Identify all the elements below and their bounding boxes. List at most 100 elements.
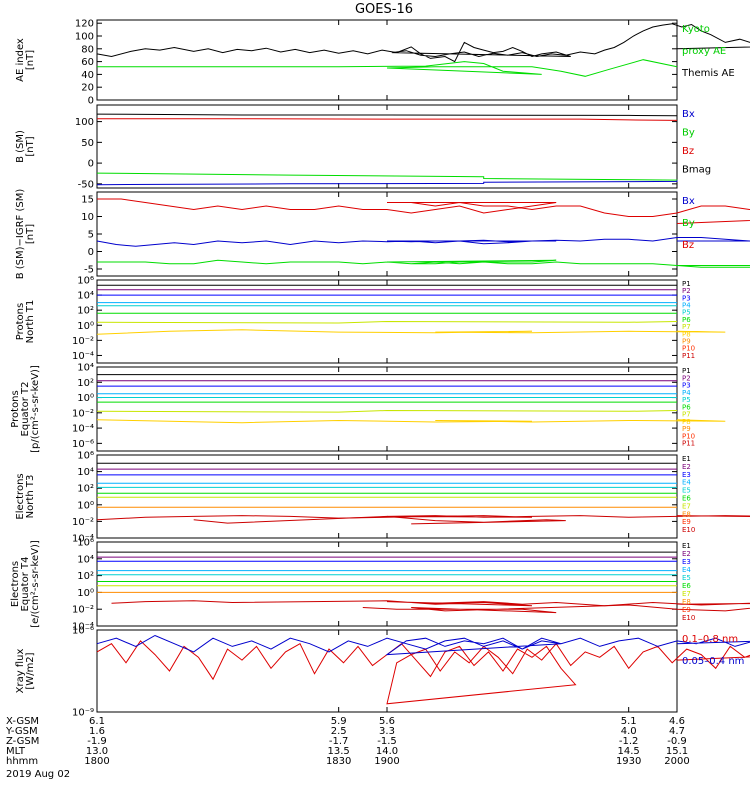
y-tick-label: 10⁻⁹: [72, 708, 94, 719]
y-tick-label: 10²: [77, 378, 94, 389]
x-axis-value: -1.5: [377, 736, 397, 747]
x-axis-value: 1.6: [89, 726, 105, 737]
y-tick-label: 10⁶: [77, 451, 94, 462]
x-axis-value: 1830: [326, 756, 351, 767]
legend-entry: P10: [682, 345, 695, 353]
series-by: [97, 259, 750, 268]
y-axis-label: Electrons: [15, 473, 26, 519]
legend-entry: P3: [682, 294, 691, 302]
legend-entry: E7: [682, 502, 691, 510]
y-axis-label: North T3: [25, 475, 36, 519]
legend-entry: Bx: [682, 196, 695, 207]
y-tick-label: 10: [81, 212, 94, 223]
y-tick-label: 10⁰: [77, 588, 94, 599]
legend-entry: Bmag: [682, 164, 711, 175]
legend-entry: P1: [682, 367, 691, 375]
x-axis-value: 1900: [374, 756, 399, 767]
x-axis-table: X-GSM 6.1 5.9 5.6 5.1 4.6 Y-GSM 1.6 2.5 3.3 4.0 4.7…: [5, 716, 690, 780]
y-tick-label: 10⁻²: [72, 605, 94, 616]
y-tick-label: 10²: [77, 571, 94, 582]
x-axis-value: 1930: [616, 756, 641, 767]
legend-entry: E5: [682, 574, 691, 582]
legend-entry: P6: [682, 316, 691, 324]
legend-entry: proxy AE: [682, 46, 726, 57]
x-axis-value: 4.6: [669, 716, 685, 727]
series-themis-ae: [96, 23, 750, 63]
legend-entry: E3: [682, 471, 691, 479]
y-tick-label: 10⁴: [77, 291, 94, 302]
x-axis-row-label: hhmm: [6, 756, 38, 767]
panel-frame: [96, 366, 678, 452]
series-0-05-0-4-nm: [96, 634, 750, 656]
legend-entry: E6: [682, 582, 691, 590]
legend-entry: P5: [682, 309, 691, 317]
legend-entry: 0.1–0.8 nm: [682, 634, 738, 645]
legend-entry: P9: [682, 337, 691, 345]
legend-entry: E2: [682, 463, 691, 471]
x-axis-value: -0.9: [667, 736, 687, 747]
x-axis-value: -1.7: [329, 736, 349, 747]
y-tick-label: 80: [81, 44, 94, 55]
y-tick-label: 10⁻⁴: [72, 351, 94, 362]
y-tick-label: 10⁰: [77, 500, 94, 511]
legend-entry: P10: [682, 432, 695, 440]
x-axis-value: 3.3: [379, 726, 395, 737]
legend-entry: E9: [682, 606, 691, 614]
x-axis-row-label: Y-GSM: [5, 726, 38, 737]
y-tick-label: 40: [81, 70, 94, 81]
x-axis-value: 1800: [84, 756, 109, 767]
y-axis-label: [p/(cm²-s-sr-keV)]: [30, 365, 41, 453]
y-tick-label: 0: [88, 247, 94, 258]
series-bx: [96, 237, 750, 247]
legend-entry: P3: [682, 382, 691, 390]
y-tick-label: -5: [84, 265, 94, 276]
x-axis-value: -1.9: [87, 736, 107, 747]
y-tick-label: 20: [81, 83, 94, 94]
x-axis-value: 14.0: [376, 746, 398, 757]
legend-entry: P2: [682, 287, 691, 295]
x-axis-value: 14.5: [618, 746, 640, 757]
series-p7: [96, 409, 678, 413]
series-0-1-0-8-nm: [96, 640, 750, 705]
date-label: 2019 Aug 02: [6, 769, 70, 780]
y-axis-label: Protons: [15, 303, 26, 340]
y-axis-label: Xray flux: [15, 649, 26, 694]
series-e10: [193, 515, 566, 525]
y-tick-label: 60: [81, 57, 94, 68]
y-tick-label: 10⁻⁶: [72, 626, 94, 637]
y-axis-label: AE index: [15, 38, 26, 82]
legend-entry: P7: [682, 323, 691, 331]
y-tick-label: 10⁰: [77, 321, 94, 332]
y-tick-label: 10⁻⁶: [72, 439, 94, 450]
y-axis-label: [W/m2]: [25, 652, 36, 689]
y-axis-label: Equator T4: [20, 557, 31, 612]
legend-entry: By: [682, 218, 695, 229]
panel-bsm: -50 0 50 100 B (SM) [nT] Bx By Bz Bmag: [15, 104, 711, 190]
legend-entry: Themis AE: [681, 68, 735, 79]
y-tick-label: 10⁴: [77, 363, 94, 374]
panel-frame: [96, 541, 678, 627]
legend-entry: E8: [682, 510, 691, 518]
series-e9: [111, 600, 750, 607]
legend-entry: P2: [682, 374, 691, 382]
panel-peq: 10⁴ 10² 10⁰ 10⁻² 10⁻⁴ 10⁻⁶ Protons Equator T2 [p…: [10, 363, 726, 453]
legend-entry: E1: [682, 455, 691, 463]
y-axis-label: North T1: [25, 300, 36, 344]
series-e10: [362, 604, 750, 614]
y-axis-label: [e/(cm²-s-sr-keV)]: [30, 540, 41, 628]
y-tick-label: -50: [78, 179, 94, 190]
panel-eeq: 10⁶ 10⁴ 10² 10⁰ 10⁻² 10⁻⁴ Electrons Equator T4[…: [10, 538, 750, 633]
panel-frame: [96, 454, 678, 539]
series-bx: [96, 180, 678, 186]
y-tick-label: 10⁻²: [72, 517, 94, 528]
legend-entry: E1: [682, 542, 691, 550]
y-tick-label: 10⁻⁴: [72, 622, 94, 633]
y-axis-label: [nT]: [25, 136, 36, 156]
y-tick-label: 10⁴: [77, 467, 94, 478]
series-p8: [96, 419, 726, 424]
y-tick-label: 10²: [77, 306, 94, 317]
legend-entry: P8: [682, 418, 691, 426]
